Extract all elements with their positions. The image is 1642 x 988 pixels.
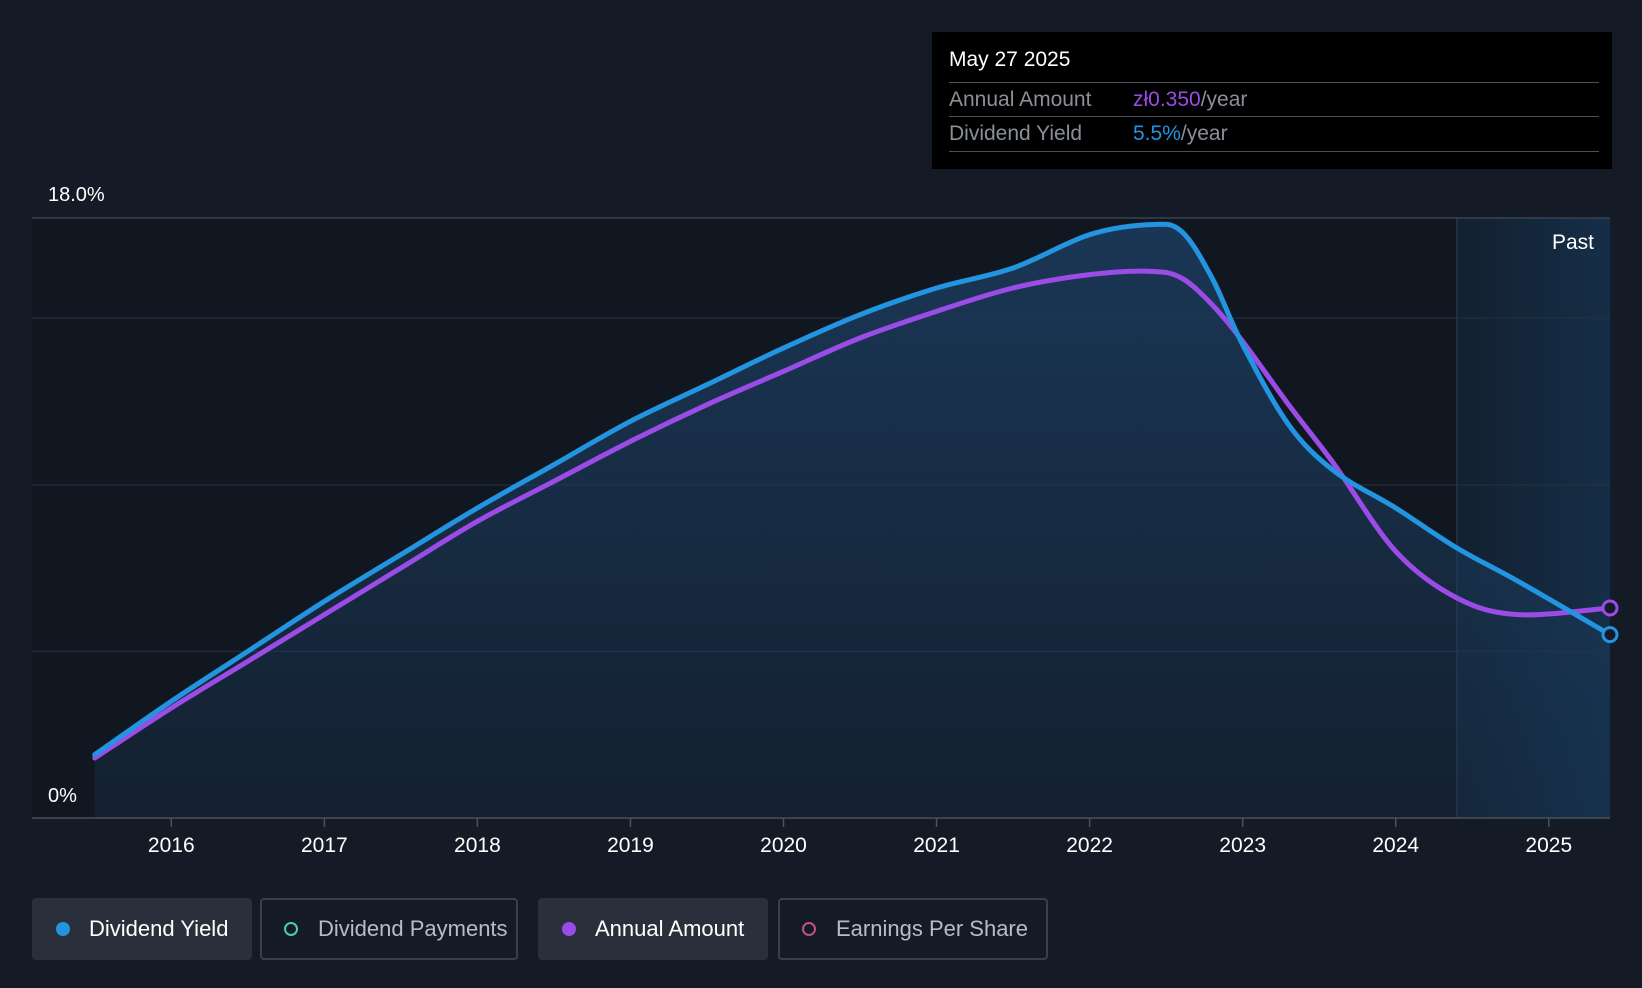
x-tick-label: 2021 bbox=[913, 834, 960, 857]
x-tick-label: 2018 bbox=[454, 834, 501, 857]
annual-amount-end-marker bbox=[1601, 599, 1619, 617]
y-tick-label: 18.0% bbox=[48, 184, 105, 206]
tooltip-label: Annual Amount bbox=[949, 88, 1092, 111]
y-tick-label: 0% bbox=[48, 785, 77, 807]
tooltip-value: zł0.350 bbox=[1133, 88, 1201, 111]
legend-label: Annual Amount bbox=[595, 916, 745, 941]
tooltip-unit: /year bbox=[1180, 122, 1228, 145]
filled-circle-icon bbox=[562, 922, 576, 936]
legend-annual-amount-button[interactable]: Annual Amount bbox=[538, 898, 768, 960]
chart-canvas: 18.0% 0% 2016 2017 2018 2019 2020 2021 2022 2023… bbox=[32, 184, 1619, 857]
tooltip-date: May 27 2025 bbox=[949, 48, 1071, 71]
tooltip-label: Dividend Yield bbox=[949, 122, 1083, 145]
hollow-circle-icon bbox=[284, 922, 298, 936]
x-tick-label: 2019 bbox=[607, 834, 654, 857]
x-tick-label: 2023 bbox=[1219, 834, 1266, 857]
x-tick-label: 2017 bbox=[301, 834, 348, 857]
legend-label: Earnings Per Share bbox=[836, 916, 1028, 941]
x-tick-label: 2024 bbox=[1372, 834, 1419, 857]
dividend-yield-end-marker bbox=[1601, 626, 1619, 644]
tooltip-row-annual-amount: Annual Amount zł0.350/year bbox=[949, 82, 1599, 117]
hover-tooltip: May 27 2025 Annual Amount zł0.350/year D… bbox=[932, 32, 1612, 169]
tooltip-value: 5.5% bbox=[1133, 122, 1181, 145]
legend-dividend-yield-button[interactable]: Dividend Yield bbox=[32, 898, 252, 960]
legend-label: Dividend Payments bbox=[318, 916, 508, 941]
dividend-yield-line bbox=[92, 221, 1613, 758]
legend-dividend-payments-button[interactable]: Dividend Payments bbox=[260, 898, 518, 960]
filled-circle-icon bbox=[56, 922, 70, 936]
legend-earnings-per-share-button[interactable]: Earnings Per Share bbox=[778, 898, 1048, 960]
legend-label: Dividend Yield bbox=[89, 916, 229, 941]
tooltip-unit: /year bbox=[1200, 88, 1248, 111]
x-tick-label: 2016 bbox=[148, 834, 195, 857]
past-label: Past bbox=[1552, 231, 1594, 254]
hollow-circle-icon bbox=[802, 922, 816, 936]
yield-area bbox=[94, 224, 1610, 818]
tooltip-row-dividend-yield: Dividend Yield 5.5%/year bbox=[949, 116, 1599, 152]
x-tick-label: 2025 bbox=[1525, 834, 1572, 857]
x-tick-label: 2020 bbox=[760, 834, 807, 857]
x-tick-label: 2022 bbox=[1066, 834, 1113, 857]
